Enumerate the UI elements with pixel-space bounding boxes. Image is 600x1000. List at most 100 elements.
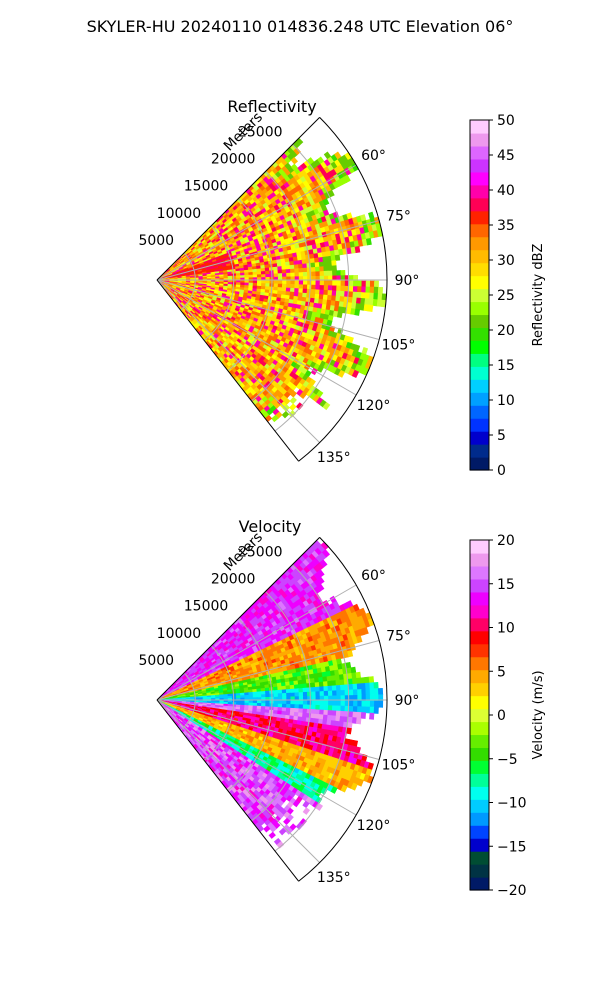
radar-cell <box>294 268 300 274</box>
colorbar-swatch <box>470 431 489 445</box>
radar-cell <box>302 687 308 693</box>
radar-cell <box>377 286 384 295</box>
radar-cell <box>311 284 317 291</box>
radar-cell <box>302 700 308 706</box>
radar-cell <box>256 694 262 698</box>
radar-cell <box>302 708 308 714</box>
radar-cell <box>302 288 308 294</box>
radar-cell <box>322 198 330 206</box>
radar-cell <box>298 700 304 706</box>
radar-cell <box>357 700 363 708</box>
radar-cell <box>260 690 266 695</box>
colorbar-swatch <box>470 158 489 173</box>
radar-cell <box>340 285 346 292</box>
radar-cell <box>311 704 317 711</box>
radar-cell <box>365 688 371 696</box>
radar-cell <box>252 280 258 284</box>
radar-cell <box>340 684 346 691</box>
radar-cell <box>373 706 379 714</box>
radar-cell <box>369 286 375 294</box>
radar-cell <box>277 700 283 705</box>
radar-cell <box>357 689 363 696</box>
radial-tick-label: 10000 <box>157 206 202 222</box>
radar-cell <box>273 693 279 698</box>
velocity-title: Velocity <box>239 517 302 536</box>
radar-cell <box>273 686 279 691</box>
radar-cell <box>334 254 341 261</box>
figure-title: SKYLER-HU 20240110 014836.248 UTC Elevat… <box>87 17 514 36</box>
radar-cell <box>273 689 279 695</box>
radar-cell <box>282 280 287 285</box>
radar-cell <box>315 700 321 706</box>
radar-cell <box>331 265 337 272</box>
radar-cell <box>302 263 308 269</box>
azimuth-tick-label: 90° <box>395 273 420 289</box>
radar-cell <box>290 688 296 694</box>
radar-cell <box>345 661 352 669</box>
colorbar-tick-label: 15 <box>497 358 515 374</box>
radar-cell <box>273 700 279 705</box>
radar-cell <box>361 706 367 714</box>
radar-cell <box>285 685 291 690</box>
radar-cell <box>306 713 312 719</box>
radar-cell <box>369 688 375 696</box>
radar-cell <box>273 266 279 271</box>
radar-cell <box>369 712 375 720</box>
radar-cell <box>322 681 329 687</box>
radar-cell <box>298 692 304 698</box>
radar-cell <box>277 269 283 275</box>
azimuth-tick-label: 105° <box>382 338 416 354</box>
radar-cell <box>273 273 279 278</box>
colorbar-swatch <box>470 184 489 199</box>
radar-cell <box>306 682 312 689</box>
radar-cell <box>290 700 296 705</box>
radar-cell <box>354 246 361 254</box>
radar-cell <box>327 285 333 292</box>
radar-cell <box>346 722 353 729</box>
radar-cell <box>315 284 321 291</box>
radar-cell <box>327 290 333 297</box>
radial-tick-label: 20000 <box>211 152 256 168</box>
radar-cell <box>377 687 384 696</box>
radar-cell <box>355 717 362 725</box>
radar-cell <box>281 410 290 419</box>
radar-cell <box>306 708 312 715</box>
radar-cell <box>277 689 283 695</box>
radar-cell <box>311 280 317 286</box>
radar-cell <box>310 262 316 268</box>
radar-cell <box>365 706 371 714</box>
radar-cell <box>353 700 359 707</box>
radar-cell <box>314 713 320 720</box>
colorbar-swatch <box>470 314 489 328</box>
radar-cell <box>302 271 308 277</box>
radar-cell <box>261 283 267 287</box>
radar-cell <box>311 700 317 706</box>
radar-cell <box>335 290 342 297</box>
radar-cell <box>373 292 379 301</box>
radar-cell <box>361 688 367 696</box>
radar-cell <box>327 189 335 198</box>
radar-cell <box>378 700 384 708</box>
radar-cell <box>319 285 325 291</box>
radar-cell <box>290 272 296 278</box>
radar-cell <box>331 285 338 292</box>
radar-cell <box>277 686 283 691</box>
radar-cell <box>290 704 296 709</box>
colorbar-tick-label: 25 <box>497 288 515 304</box>
colorbar-tick-label: 20 <box>497 323 515 339</box>
radar-cell <box>277 280 283 285</box>
radar-cell <box>339 710 346 718</box>
radar-cell <box>306 262 312 269</box>
radar-cell <box>294 288 300 294</box>
radar-cell <box>302 280 308 286</box>
colorbar-swatch <box>470 340 489 354</box>
radar-cell <box>323 265 329 272</box>
radar-cell <box>356 711 362 719</box>
radar-cell <box>360 682 367 690</box>
radar-cell <box>348 689 354 696</box>
radar-cell <box>289 396 297 405</box>
radar-cell <box>281 272 287 278</box>
radar-cell <box>319 270 325 277</box>
radar-cell <box>298 267 304 273</box>
